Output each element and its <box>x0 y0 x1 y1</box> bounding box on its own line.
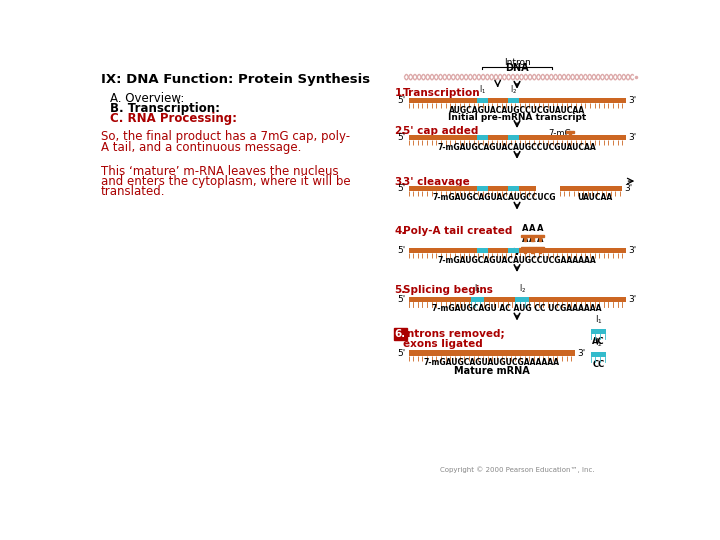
Bar <box>529 296 626 302</box>
Text: I$_1$: I$_1$ <box>595 313 602 326</box>
Text: 7-mGAUGCAGUACAUGCCUCG: 7-mGAUGCAGUACAUGCCUCG <box>432 193 556 202</box>
Text: So, the final product has a 7mG cap, poly-: So, the final product has a 7mG cap, pol… <box>101 130 350 143</box>
Text: UAUCAA: UAUCAA <box>577 193 612 202</box>
Text: 5': 5' <box>397 295 405 304</box>
Bar <box>536 247 544 249</box>
Text: 3': 3' <box>628 133 636 142</box>
Text: A: A <box>529 224 536 233</box>
Text: 3' cleavage: 3' cleavage <box>403 177 470 187</box>
Bar <box>477 98 487 103</box>
Text: translated.: translated. <box>101 185 166 198</box>
Text: Initial pre-mRNA transcript: Initial pre-mRNA transcript <box>448 112 586 122</box>
Text: AC: AC <box>592 338 605 346</box>
Text: CC: CC <box>593 361 605 369</box>
Text: 1.: 1. <box>395 88 406 98</box>
Text: A: A <box>521 224 528 233</box>
Text: AUGCAGUACAUGCCUCGUAUCAA: AUGCAGUACAUGCCUCGUAUCAA <box>449 106 585 114</box>
Bar <box>508 98 518 103</box>
Bar <box>471 296 485 302</box>
Text: Poly-A tail created: Poly-A tail created <box>403 226 513 237</box>
Text: 3.: 3. <box>395 177 406 187</box>
Bar <box>521 235 528 237</box>
Text: and enters the cytoplasm, where it will be: and enters the cytoplasm, where it will … <box>101 175 351 188</box>
Text: 5': 5' <box>397 246 405 255</box>
Text: 5': 5' <box>397 349 405 357</box>
Bar <box>569 132 571 138</box>
Text: Mature mRNA: Mature mRNA <box>454 366 530 376</box>
Text: 7-mGAUGCAGU AC AUG CC UCGAAAAAA: 7-mGAUGCAGU AC AUG CC UCGAAAAAA <box>432 304 602 313</box>
Bar <box>528 247 536 249</box>
Text: 7-mGAUGCAGUACAUGCCUCGUAUCAA: 7-mGAUGCAGUACAUGCCUCGUAUCAA <box>438 143 596 152</box>
Text: 3': 3' <box>628 295 636 304</box>
Text: 3': 3' <box>628 96 636 105</box>
Text: 7-mG: 7-mG <box>548 130 571 138</box>
Text: 5.: 5. <box>395 285 406 295</box>
Text: Splicing begins: Splicing begins <box>403 285 493 295</box>
Text: I$_1$: I$_1$ <box>479 84 486 96</box>
Text: Transcription: Transcription <box>403 88 481 98</box>
Bar <box>408 186 536 191</box>
Bar <box>531 249 534 253</box>
Bar <box>477 186 487 191</box>
Bar <box>508 186 518 191</box>
Text: A tail, and a continuous message.: A tail, and a continuous message. <box>101 141 301 154</box>
Text: 7-mGAUGCAGUAUGUCGAAAAAA: 7-mGAUGCAGUAUGUCGAAAAAA <box>424 358 560 367</box>
Text: 3': 3' <box>628 246 636 255</box>
Text: I$_2$: I$_2$ <box>519 282 526 295</box>
Bar <box>539 249 541 253</box>
Text: 5': 5' <box>397 133 405 142</box>
Text: A. Overview:: A. Overview: <box>110 92 184 105</box>
Text: C. RNA Processing:: C. RNA Processing: <box>110 112 237 125</box>
Text: Introns removed;: Introns removed; <box>403 329 505 339</box>
Bar <box>508 248 518 253</box>
Bar <box>408 296 471 302</box>
Text: IX: DNA Function: Protein Synthesis: IX: DNA Function: Protein Synthesis <box>101 72 370 85</box>
Bar <box>531 237 534 241</box>
Bar <box>590 352 606 357</box>
Text: I$_1$: I$_1$ <box>474 282 481 295</box>
Text: 6.: 6. <box>395 329 406 339</box>
Bar <box>408 350 575 356</box>
Text: 2.: 2. <box>395 126 406 137</box>
Bar <box>485 296 516 302</box>
Text: 4.: 4. <box>395 226 406 237</box>
Text: 3': 3' <box>577 349 586 357</box>
Text: A: A <box>521 235 528 244</box>
Text: 7-mGAUGCAGUACAUGCCUCGAAAAAA: 7-mGAUGCAGUACAUGCCUCGAAAAAA <box>438 256 596 265</box>
Bar <box>566 131 574 133</box>
Text: I$_2$: I$_2$ <box>510 84 517 96</box>
Bar <box>521 247 528 249</box>
Bar <box>408 135 626 140</box>
Bar <box>523 249 526 253</box>
Bar <box>528 235 536 237</box>
Text: Intron: Intron <box>504 58 531 67</box>
Bar <box>477 248 487 253</box>
Text: I$_2$: I$_2$ <box>595 336 602 349</box>
Bar <box>408 98 626 103</box>
Text: B. Transcription:: B. Transcription: <box>110 102 220 115</box>
Bar <box>536 235 544 237</box>
Text: 5': 5' <box>397 96 405 105</box>
Text: A: A <box>537 224 544 233</box>
Text: 5': 5' <box>397 184 405 193</box>
Text: A: A <box>537 235 544 244</box>
Bar <box>516 296 529 302</box>
Bar <box>508 135 518 140</box>
Text: DNA: DNA <box>505 63 528 73</box>
Bar <box>523 237 526 241</box>
Bar <box>590 329 606 334</box>
Text: A: A <box>529 235 536 244</box>
Bar <box>477 135 487 140</box>
Bar <box>559 186 621 191</box>
Text: exons ligated: exons ligated <box>403 339 483 349</box>
Bar <box>539 237 541 241</box>
Text: This ‘mature’ m-RNA leaves the nucleus: This ‘mature’ m-RNA leaves the nucleus <box>101 165 338 178</box>
Text: 3': 3' <box>624 184 632 193</box>
Text: Copyright © 2000 Pearson Education™, Inc.: Copyright © 2000 Pearson Education™, Inc… <box>440 466 594 473</box>
Bar <box>408 248 626 253</box>
Text: 5' cap added: 5' cap added <box>403 126 479 137</box>
Text: 6.: 6. <box>395 329 406 339</box>
